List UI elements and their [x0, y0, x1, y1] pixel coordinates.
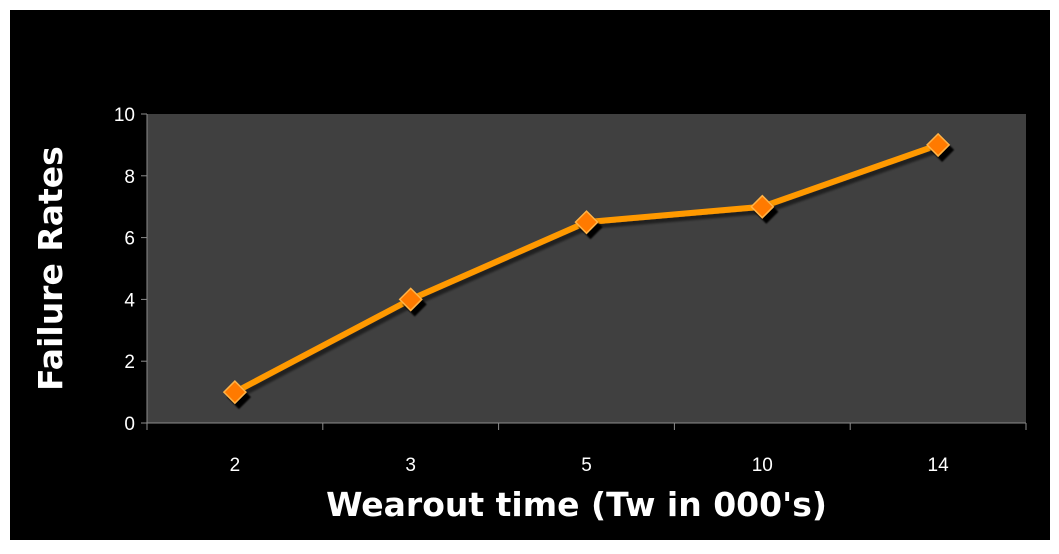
data-point-marker	[750, 194, 775, 219]
chart-frame: 0 2 4 6 8 10 2 3 5 10 14 Failure Rates Wearout ti…	[10, 10, 1050, 540]
x-axis-title: Wearout time (Tw in 000's)	[326, 485, 827, 524]
y-tick-labels: 0 2 4 6 8 10	[114, 105, 136, 435]
y-tick-label: 2	[124, 352, 135, 373]
x-tick-label: 2	[230, 455, 241, 476]
y-tick-label: 10	[114, 105, 135, 126]
y-tick-label: 8	[124, 167, 135, 188]
series-failure-rates	[222, 132, 951, 405]
x-tick-label: 5	[581, 455, 592, 476]
x-tick-labels: 2 3 5 10 14	[230, 455, 949, 476]
y-axis-title: Failure Rates	[31, 146, 70, 391]
x-tick-label: 10	[752, 455, 773, 476]
axes	[141, 113, 1027, 430]
y-tick-label: 0	[124, 414, 135, 435]
y-tick-label: 6	[124, 229, 135, 250]
data-point-marker	[574, 210, 599, 235]
y-tick-label: 4	[124, 290, 135, 311]
x-tick-label: 14	[928, 455, 950, 476]
x-tick-label: 3	[405, 455, 416, 476]
data-point-marker	[398, 287, 423, 312]
data-point-marker	[222, 380, 247, 405]
line-chart: 0 2 4 6 8 10 2 3 5 10 14 Failure Rates Wearout ti…	[31, 105, 1027, 524]
data-point-marker	[926, 132, 951, 157]
